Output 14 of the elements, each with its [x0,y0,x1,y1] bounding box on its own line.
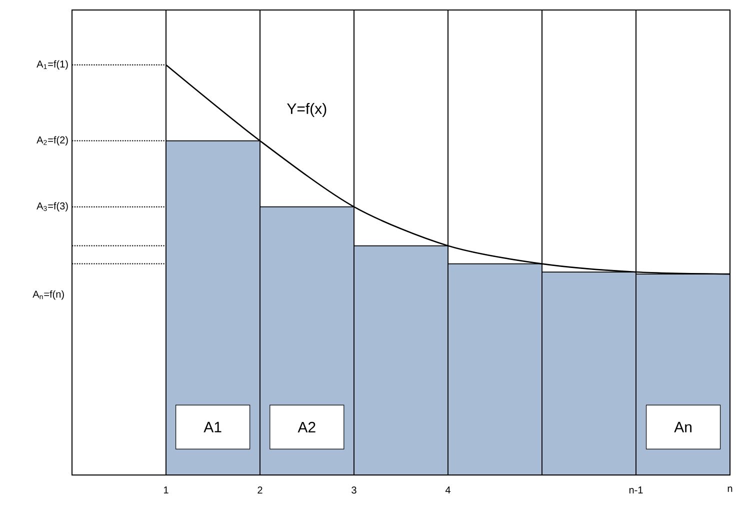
annotation: Y=f(x) [287,102,326,117]
x-tick-label: 3 [352,486,356,494]
text: A$_{n}$=f(n) [32,290,64,300]
ref-line-label: A$_{1}$=f(1) [36,60,68,70]
x-tick-label: n-1 [629,486,643,494]
x-tick-label: 2 [258,486,262,494]
ref-line-label: A$_{2}$=f(2) [36,136,68,146]
ref-line-label: A$_{3}$=f(3) [36,202,68,212]
x-tick-label: 1 [164,486,168,494]
annotation: An [674,422,692,432]
annotation: A2 [298,422,316,432]
x-tick-label: n [728,486,732,492]
x-tick-label: 4 [445,486,450,494]
annotation: A1 [204,422,222,432]
